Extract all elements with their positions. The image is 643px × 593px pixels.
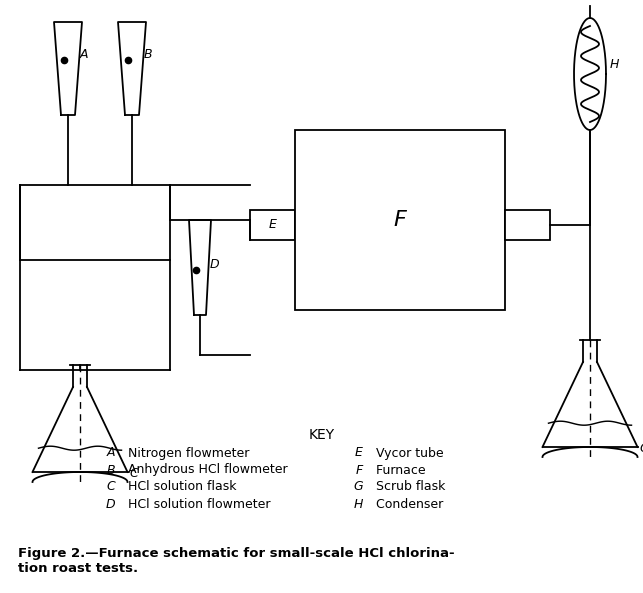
- Bar: [505, 210, 550, 240]
- Bar: [250, 210, 295, 240]
- Text: Anhydrous HCl flowmeter: Anhydrous HCl flowmeter: [120, 464, 287, 477]
- Bar: [295, 130, 505, 310]
- Text: Figure 2.—Furnace schematic for small-scale HCl chlorina-: Figure 2.—Furnace schematic for small-sc…: [18, 547, 455, 560]
- Text: A: A: [107, 447, 115, 460]
- Text: H: H: [610, 58, 619, 71]
- Text: A: A: [80, 49, 89, 62]
- Text: Scrub flask: Scrub flask: [368, 480, 446, 493]
- Text: G: G: [354, 480, 363, 493]
- Text: C: C: [129, 467, 138, 480]
- Text: G: G: [640, 442, 643, 455]
- Text: Condenser: Condenser: [368, 498, 443, 511]
- Text: E: E: [269, 218, 276, 231]
- Text: KEY: KEY: [309, 428, 335, 442]
- Text: B: B: [106, 464, 115, 477]
- Text: Nitrogen flowmeter: Nitrogen flowmeter: [120, 447, 249, 460]
- Text: Furnace: Furnace: [368, 464, 426, 477]
- Text: E: E: [355, 447, 363, 460]
- Text: B: B: [144, 49, 152, 62]
- Text: F: F: [394, 210, 406, 230]
- Text: F: F: [356, 464, 363, 477]
- Text: tion roast tests.: tion roast tests.: [18, 562, 138, 575]
- Text: H: H: [354, 498, 363, 511]
- Text: HCl solution flask: HCl solution flask: [120, 480, 237, 493]
- Text: C: C: [106, 480, 115, 493]
- Text: D: D: [210, 259, 220, 272]
- Text: HCl solution flowmeter: HCl solution flowmeter: [120, 498, 271, 511]
- Text: D: D: [105, 498, 115, 511]
- Text: Vycor tube: Vycor tube: [368, 447, 444, 460]
